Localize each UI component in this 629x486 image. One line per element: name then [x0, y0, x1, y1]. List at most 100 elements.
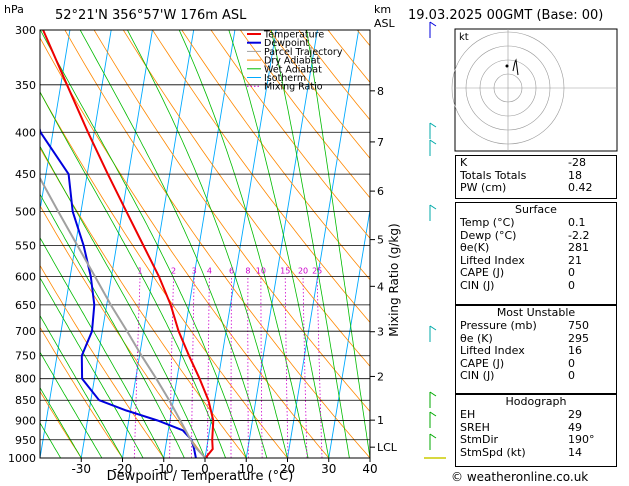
- most-unstable-row: CAPE (J) 0: [456, 356, 616, 371]
- pressure-tick-label: 800: [15, 373, 36, 386]
- most-unstable-row-label: θe (K): [460, 331, 493, 345]
- wind-barb-icon: [429, 21, 437, 27]
- height-tick-label: 3: [377, 326, 384, 339]
- wind-barb-icon: [429, 325, 437, 331]
- storm-motion-marker: [505, 64, 509, 68]
- dry-adiabat-line: [40, 326, 123, 458]
- hodograph-row-label: SREH: [460, 420, 490, 434]
- location-label: 52°21'N 356°57'W 176m ASL: [55, 8, 247, 23]
- mixing-ratio-label: 1: [138, 266, 143, 275]
- hodograph-row-label: EH: [460, 408, 476, 421]
- datetime-label: 19.03.2025 00GMT (Base: 00): [408, 8, 604, 23]
- surface-row: Temp (°C) 0.1: [456, 216, 616, 230]
- most-unstable-row-value: 16: [568, 344, 582, 358]
- x-tick-label: -20: [113, 462, 133, 476]
- surface-table: Surface Temp (°C) 0.1 Dewp (°C) -2.2 θe(K) 28…: [455, 202, 617, 305]
- mixing-ratio-line: [260, 276, 263, 458]
- most-unstable-row: θe (K) 295: [456, 331, 616, 346]
- wind-barb-icon: [429, 122, 437, 128]
- temperature-line: [42, 30, 215, 458]
- hodograph-table: Hodograph EH 29 SREH 49 StmDir 190° StmSpd (kt…: [455, 394, 617, 467]
- surface-row-label: Temp (°C): [460, 216, 515, 229]
- surface-row: Lifted Index 21: [456, 254, 616, 268]
- hodograph-row: SREH 49: [456, 420, 616, 435]
- mixing-ratio-line: [316, 276, 323, 458]
- most-unstable-row: Pressure (mb) 750: [456, 319, 616, 333]
- pressure-tick-label: 300: [15, 24, 36, 37]
- height-tick-label: 4: [377, 280, 384, 293]
- mixing-ratio-label: 20: [298, 266, 308, 275]
- index-row-label: K: [460, 156, 468, 169]
- most-unstable-row-value: 0: [568, 369, 575, 383]
- wind-barb-icon: [429, 391, 437, 397]
- most-unstable-row-value: 0: [568, 356, 575, 370]
- index-row-label: PW (cm): [460, 181, 507, 195]
- most-unstable-row-label: CAPE (J): [460, 356, 505, 370]
- wind-barb-icon: [429, 204, 437, 210]
- most-unstable-row: Lifted Index 16: [456, 345, 616, 358]
- pressure-tick-label: 450: [15, 168, 36, 181]
- mixing-ratio-label: 3: [192, 266, 197, 275]
- dewpoint-line: [40, 126, 197, 458]
- mixing-ratio-line: [284, 276, 289, 458]
- dry-adiabat-line: [40, 390, 82, 458]
- pressure-tick-label: 350: [15, 79, 36, 92]
- legend-label: Wet Adiabat: [264, 64, 322, 75]
- dry-adiabat-line: [210, 30, 370, 239]
- hodograph-row-value: 190°: [568, 433, 595, 447]
- dry-adiabat-line: [64, 30, 370, 458]
- isotherm-line: [328, 207, 370, 458]
- mixing-ratio-label: 2: [171, 266, 176, 275]
- pressure-tick-label: 650: [15, 299, 36, 312]
- surface-row-label: Dewp (°C): [460, 228, 517, 242]
- hodograph-row: StmSpd (kt) 14: [456, 445, 616, 460]
- x-tick-label: -30: [71, 462, 91, 476]
- pressure-tick-label: 550: [15, 239, 36, 252]
- height-tick-label: 6: [377, 185, 384, 198]
- hodograph-row-label: StmDir: [460, 433, 499, 447]
- isotherm-line: [245, 30, 318, 458]
- pressure-tick-label: 1000: [8, 452, 36, 465]
- dry-adiabat-line: [181, 30, 370, 281]
- most-unstable-title: Most Unstable: [496, 306, 576, 319]
- mixing-ratio-label: 25: [312, 266, 322, 275]
- most-unstable-table: Most Unstable Pressure (mb) 750 θe (K) 295 L…: [455, 305, 617, 394]
- index-row-value: 18: [568, 168, 582, 182]
- hodograph-row-value: 14: [568, 445, 582, 459]
- mixing-ratio-line: [133, 276, 141, 458]
- parcel-trajectory-line: [40, 176, 207, 458]
- mixing-ratio-label: 4: [207, 266, 212, 275]
- km-label: km: [374, 3, 392, 16]
- surface-row-label: θe(K): [460, 241, 490, 255]
- dry-adiabat-line: [40, 147, 247, 458]
- wind-barb-icon: [429, 139, 437, 145]
- legend-label: Dry Adiabat: [264, 56, 321, 67]
- isotherm-line: [40, 30, 71, 213]
- mixing-ratio-line: [230, 276, 232, 458]
- isotherm-line: [163, 30, 236, 458]
- index-row: Totals Totals 18: [456, 168, 616, 183]
- hodograph-row-label: StmSpd (kt): [460, 445, 526, 459]
- surface-row: CAPE (J) 0: [456, 267, 616, 280]
- height-tick-label: 2: [377, 370, 384, 383]
- legend-label: Dewpoint: [264, 38, 309, 49]
- x-tick-label: 20: [280, 462, 295, 476]
- surface-row-value: 0.1: [568, 216, 586, 229]
- surface-row-value: 0: [568, 266, 575, 280]
- pressure-tick-label: 950: [15, 434, 36, 447]
- mixing-ratio-label: 10: [256, 266, 266, 275]
- mixing-ratio-label: 15: [280, 266, 290, 275]
- index-row: PW (cm) 0.42: [456, 182, 616, 195]
- wet-adiabat-line: [79, 30, 268, 458]
- height-tick-label: 5: [377, 234, 384, 247]
- wet-adiabat-line: [127, 30, 288, 458]
- surface-row-value: -2.2: [568, 228, 590, 242]
- x-tick-label: -10: [154, 462, 174, 476]
- dry-adiabat-line: [40, 91, 288, 458]
- mixing-ratio-axis-label: Mixing Ratio (g/kg): [387, 223, 401, 336]
- pressure-tick-label: 600: [15, 270, 36, 283]
- mixing-ratio-label: 6: [229, 266, 234, 275]
- height-tick-label: 1: [377, 414, 384, 427]
- surface-row-label: CIN (J): [460, 278, 495, 292]
- height-tick-label: LCL: [377, 441, 398, 454]
